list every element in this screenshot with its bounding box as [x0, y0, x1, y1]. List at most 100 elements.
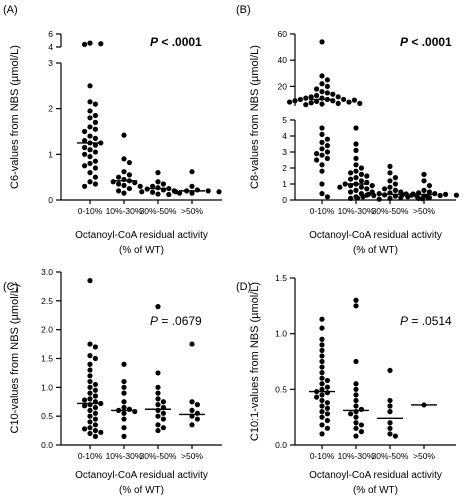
data-point	[87, 384, 93, 390]
y-tick-label: 3	[48, 58, 53, 68]
data-point	[87, 147, 93, 153]
data-point	[348, 411, 354, 417]
data-point	[87, 373, 93, 379]
data-point	[353, 147, 359, 153]
x-tick-label: 0-10%	[78, 206, 103, 216]
data-point	[92, 119, 98, 125]
data-point	[348, 189, 354, 195]
y-tick-label: 60	[278, 29, 288, 39]
y-tick-label: 20	[278, 81, 288, 91]
p-value: P = .0679	[150, 314, 202, 328]
data-point	[353, 358, 359, 365]
data-point	[405, 194, 411, 200]
data-point	[387, 367, 393, 374]
data-point	[121, 169, 127, 175]
data-point	[137, 183, 143, 189]
y-tick-label: 1	[48, 149, 53, 159]
data-point	[319, 139, 325, 145]
data-point	[121, 190, 127, 196]
data-point	[173, 189, 179, 195]
x-tick-label: >50%	[413, 206, 435, 216]
data-point	[337, 184, 343, 190]
data-point	[87, 378, 93, 385]
data-point	[319, 353, 325, 359]
y-axis-title: C10-values from NBS (µmol/L)	[9, 284, 21, 434]
data-point	[353, 403, 359, 409]
data-point	[324, 143, 330, 149]
data-point	[121, 384, 127, 390]
data-point	[121, 410, 127, 416]
data-point	[314, 157, 320, 163]
data-point	[82, 41, 88, 48]
data-point	[324, 400, 330, 406]
data-point	[319, 409, 325, 415]
data-point	[92, 344, 98, 350]
data-point	[348, 195, 354, 201]
data-point	[324, 377, 330, 384]
data-point	[189, 341, 195, 347]
data-point	[319, 73, 325, 79]
data-point	[319, 342, 325, 348]
data-point	[121, 404, 127, 411]
data-point	[364, 173, 370, 179]
data-point	[82, 163, 88, 169]
data-point	[92, 135, 98, 141]
data-point	[87, 407, 93, 413]
data-point	[87, 278, 93, 284]
data-point	[335, 100, 341, 106]
data-point	[358, 178, 364, 184]
data-point	[87, 396, 93, 402]
data-point	[82, 138, 88, 144]
data-point	[150, 189, 156, 195]
data-point	[387, 403, 393, 409]
data-point	[155, 384, 161, 390]
p-symbol: P	[400, 314, 408, 328]
data-point	[324, 417, 330, 424]
data-point	[155, 402, 161, 408]
data-point	[160, 410, 166, 416]
data-point	[324, 390, 330, 396]
data-point	[392, 187, 398, 193]
y-tick-label: 40	[278, 55, 288, 65]
x-tick-label: 10%-30%	[338, 451, 375, 461]
data-point	[92, 174, 98, 180]
data-point	[453, 192, 459, 198]
data-point	[357, 100, 363, 106]
data-point	[319, 81, 325, 87]
data-point	[353, 162, 359, 168]
data-point	[155, 370, 161, 376]
data-point	[348, 170, 354, 176]
panel-c: (C) 0.0 0.5 1.0 1.5 2.0 2.5 3.0 0-10% 10%-30%30%-…	[3, 267, 222, 496]
data-point	[341, 96, 347, 103]
y-tick-label: 1.0	[41, 382, 53, 392]
data-point	[387, 397, 393, 404]
x-tick-label: 10%-30%	[338, 206, 375, 216]
data-point	[155, 170, 161, 176]
data-point	[121, 416, 127, 422]
data-point	[92, 422, 98, 428]
data-point	[92, 387, 98, 393]
data-point	[82, 426, 88, 432]
data-point	[155, 185, 161, 191]
data-point	[432, 191, 438, 197]
data-point	[353, 420, 359, 426]
data-point	[155, 179, 161, 185]
x-tick-label: 0-10%	[310, 206, 335, 216]
panel-label: (B)	[236, 4, 251, 16]
data-point	[82, 403, 88, 409]
data-point	[121, 361, 127, 367]
x-axis-title: Octanoyl-CoA residual activity	[75, 470, 208, 481]
p-symbol: P	[150, 314, 158, 328]
data-point	[216, 189, 222, 195]
y-axis-title: C10:1-values from NBS (µmol/L)	[249, 282, 261, 441]
y-tick-label: 0.5	[41, 411, 53, 421]
data-point	[319, 414, 325, 420]
data-point	[87, 124, 93, 130]
data-point	[92, 181, 98, 187]
data-point	[392, 181, 398, 187]
x-tick-label: 30%-50%	[372, 206, 409, 216]
y-tick-label: 4	[48, 42, 53, 52]
data-point	[353, 141, 359, 147]
data-point	[92, 165, 98, 171]
